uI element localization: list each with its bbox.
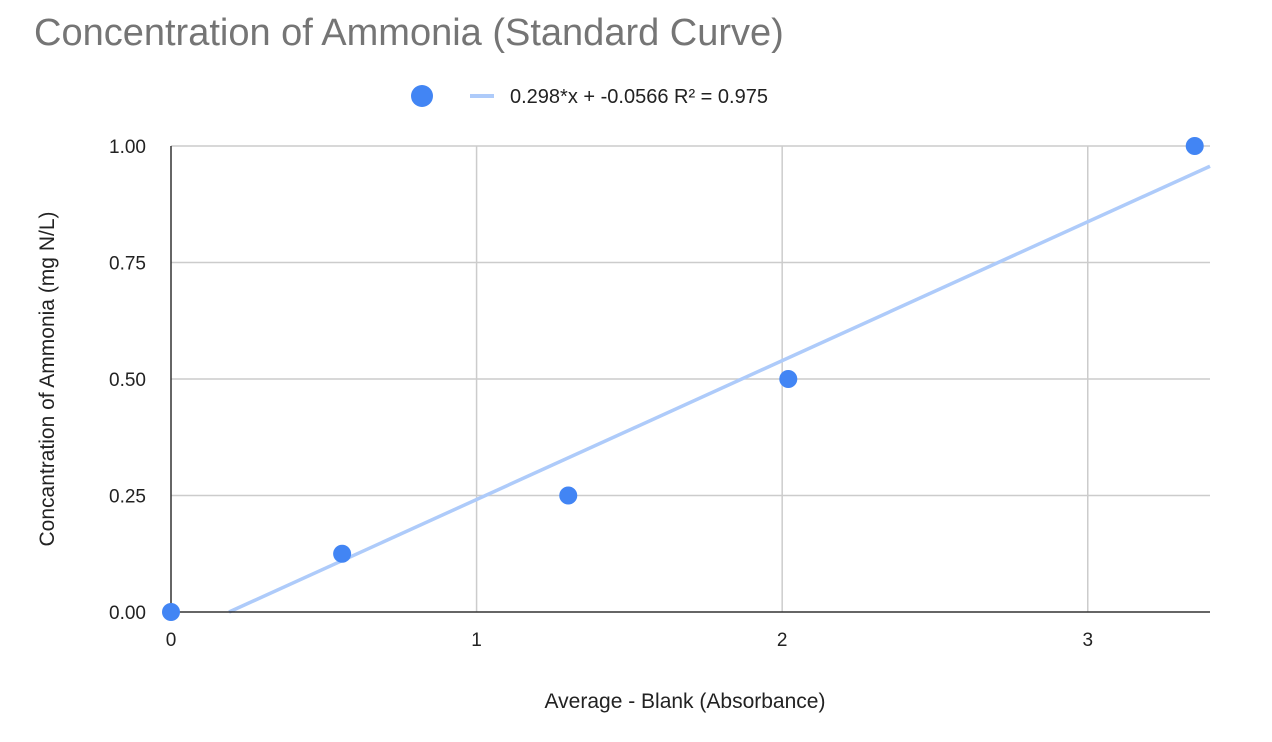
data-point <box>162 603 180 621</box>
axes <box>170 146 1210 613</box>
x-tick-label: 1 <box>471 630 482 651</box>
y-axis-title: Concantration of Ammonia (mg N/L) <box>36 212 59 547</box>
points-layer <box>162 137 1204 621</box>
chart-title: Concentration of Ammonia (Standard Curve… <box>34 12 784 54</box>
gridlines <box>171 145 1210 612</box>
legend-point-marker <box>411 85 433 107</box>
data-point <box>779 370 798 388</box>
x-axis-title: Average - Blank (Absorbance) <box>545 690 826 713</box>
y-tick-label: 0.00 <box>109 603 146 624</box>
data-point <box>1185 137 1204 155</box>
trendline <box>228 164 1211 614</box>
tick-labels: 0.00 0.25 0.50 0.75 1.00 0 1 2 3 <box>109 137 1093 651</box>
data-point <box>559 486 578 505</box>
legend-trendline-label: 0.298*x + -0.0566 R² = 0.975 <box>510 86 768 108</box>
x-tick-label: 0 <box>166 630 177 651</box>
legend: 0.298*x + -0.0566 R² = 0.975 <box>411 85 768 108</box>
x-tick-label: 2 <box>777 630 788 651</box>
y-tick-label: 0.75 <box>109 254 146 275</box>
data-point <box>333 544 352 563</box>
y-tick-label: 0.25 <box>109 487 146 508</box>
y-tick-label: 1.00 <box>109 137 146 158</box>
y-tick-label: 0.50 <box>109 370 146 391</box>
x-tick-label: 3 <box>1082 630 1093 651</box>
trendline-layer <box>228 164 1211 614</box>
